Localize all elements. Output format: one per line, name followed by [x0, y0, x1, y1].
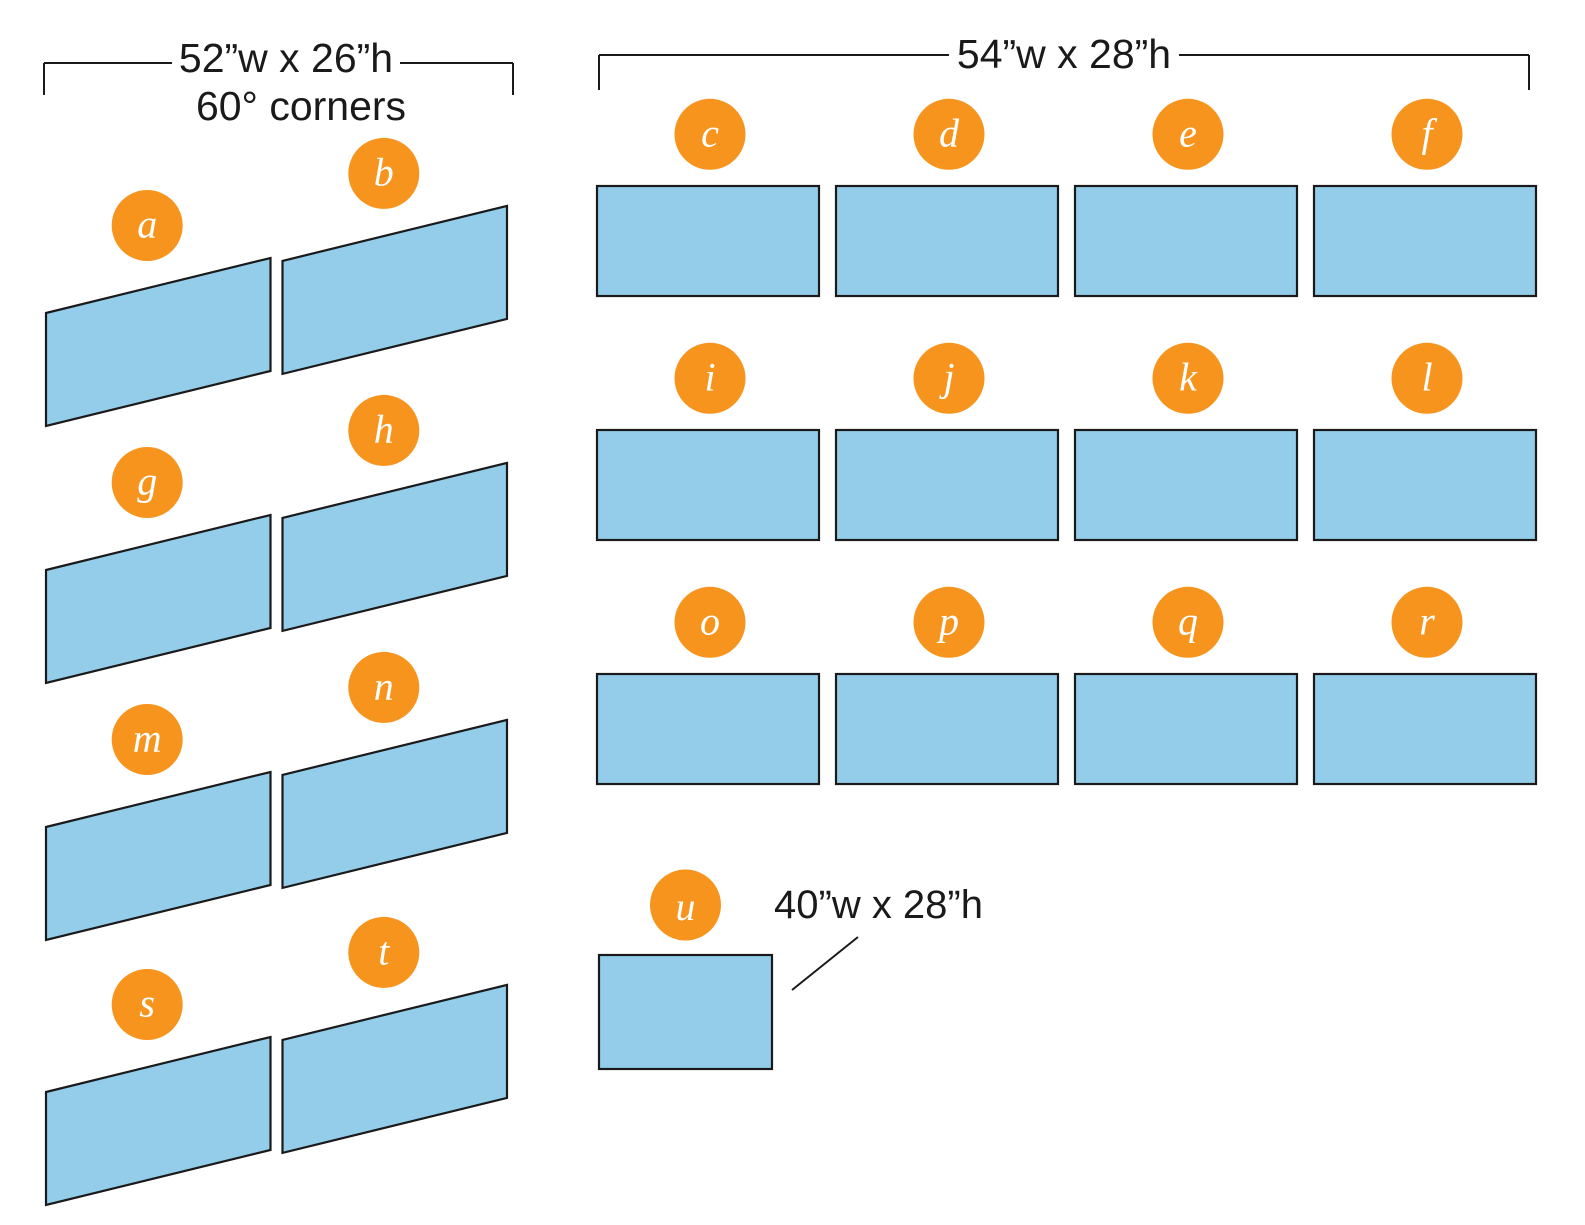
svg-text:i: i [704, 354, 715, 399]
svg-text:60° corners: 60° corners [196, 83, 406, 129]
svg-text:t: t [378, 928, 390, 973]
svg-text:g: g [137, 459, 157, 504]
svg-text:p: p [936, 598, 959, 643]
svg-text:k: k [1179, 354, 1198, 399]
svg-text:40”w x 28”h: 40”w x 28”h [774, 883, 983, 927]
svg-text:n: n [374, 663, 394, 708]
svg-text:b: b [374, 149, 394, 194]
svg-text:s: s [139, 981, 155, 1026]
svg-text:m: m [133, 716, 162, 761]
svg-text:o: o [700, 598, 720, 643]
svg-text:l: l [1421, 354, 1432, 399]
svg-text:q: q [1178, 598, 1198, 643]
svg-text:52”w x 26”h: 52”w x 26”h [179, 35, 393, 81]
svg-text:u: u [676, 884, 696, 929]
svg-text:c: c [701, 110, 719, 155]
svg-text:a: a [137, 202, 157, 247]
svg-text:54”w x 28”h: 54”w x 28”h [957, 31, 1171, 77]
svg-text:h: h [374, 406, 394, 451]
svg-text:d: d [939, 110, 960, 155]
svg-text:e: e [1179, 110, 1197, 155]
svg-text:r: r [1419, 598, 1435, 643]
